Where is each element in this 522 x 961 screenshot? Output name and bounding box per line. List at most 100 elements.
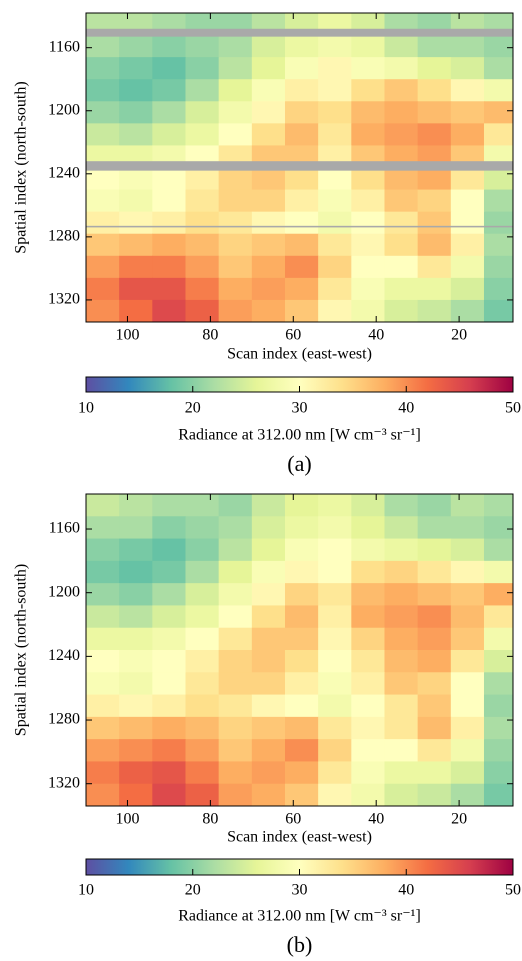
heatmap-cell xyxy=(152,189,186,213)
heatmap-cell xyxy=(185,694,220,718)
x-tick-label: 100 xyxy=(115,327,139,344)
heatmap-cell xyxy=(450,538,485,562)
heatmap-cell xyxy=(218,79,253,102)
heatmap-cell xyxy=(152,605,186,629)
heatmap-cell xyxy=(185,605,220,629)
heatmap-cell xyxy=(351,783,385,807)
heatmap-cell xyxy=(318,627,352,651)
heatmap-cell xyxy=(450,233,485,257)
heatmap-cell xyxy=(218,605,253,629)
heatmap-cell xyxy=(351,277,385,301)
heatmap-cell xyxy=(450,672,485,696)
heatmap-cell xyxy=(384,233,419,257)
heatmap-cell xyxy=(318,761,352,785)
heatmap-cell xyxy=(384,783,419,807)
heatmap-cell xyxy=(119,560,153,584)
heatmap-cell xyxy=(152,739,186,762)
x-tick-label: 100 xyxy=(115,811,139,828)
heatmap-cell xyxy=(318,167,352,191)
heatmap-cell xyxy=(218,167,253,191)
heatmap-cell xyxy=(284,35,319,58)
heatmap-cell xyxy=(450,35,485,58)
colorbar-tick-label: 30 xyxy=(292,882,308,899)
heatmap-cell xyxy=(284,57,319,80)
heatmap-cell xyxy=(86,672,120,696)
heatmap-cell xyxy=(450,583,485,606)
heatmap-cell xyxy=(86,761,120,785)
heatmap-cell xyxy=(119,694,153,718)
heatmap-cell xyxy=(417,605,452,629)
heatmap-cell xyxy=(384,761,419,785)
heatmap-cell xyxy=(284,627,319,651)
heatmap-cell xyxy=(185,583,220,606)
heatmap-cell xyxy=(318,783,352,807)
heatmap-cell xyxy=(119,583,153,606)
colorbar-tick-label: 10 xyxy=(78,882,94,899)
heatmap-cell xyxy=(483,35,514,58)
heatmap-cell xyxy=(218,101,253,124)
heatmap-cell xyxy=(384,560,419,584)
heatmap-cell xyxy=(351,605,385,629)
heatmap-cell xyxy=(251,123,286,146)
heatmap-cell xyxy=(251,35,286,58)
heatmap-cell xyxy=(119,761,153,785)
heatmap-cell xyxy=(119,189,153,213)
heatmap-cell xyxy=(417,35,452,58)
heatmap-cell xyxy=(119,783,153,807)
colorbar-tick-label: 40 xyxy=(398,400,414,417)
colorbar-tick-label: 50 xyxy=(505,882,521,899)
heatmap-cell xyxy=(152,783,186,807)
heatmap-cell xyxy=(152,211,186,235)
heatmap-cell xyxy=(351,123,385,146)
heatmap-cell xyxy=(218,672,253,696)
heatmap-cell xyxy=(284,299,319,323)
heatmap-cell xyxy=(384,650,419,673)
heatmap-cell xyxy=(185,123,220,146)
heatmap-cell xyxy=(185,538,220,562)
heatmap-cell xyxy=(119,123,153,146)
heatmap-cell xyxy=(251,560,286,584)
heatmap-cell xyxy=(152,716,186,740)
heatmap-cell xyxy=(86,167,120,191)
heatmap-cell xyxy=(86,694,120,718)
heatmap-cell xyxy=(119,627,153,651)
heatmap-cell xyxy=(152,694,186,718)
heatmap-cell xyxy=(417,255,452,279)
heatmap-cell xyxy=(218,299,253,323)
heatmap-cell xyxy=(86,277,120,301)
heatmap-cell xyxy=(450,560,485,584)
heatmap-cell xyxy=(86,35,120,58)
heatmap-cell xyxy=(450,189,485,213)
heatmap-cell xyxy=(351,761,385,785)
colorbar-tick-label: 50 xyxy=(505,400,521,417)
heatmap-cell xyxy=(119,79,153,102)
heatmap-cell xyxy=(119,57,153,80)
heatmap-cell xyxy=(284,694,319,718)
heatmap-cell xyxy=(185,189,220,213)
heatmap-cell xyxy=(119,739,153,762)
heatmap-cell xyxy=(86,494,120,517)
heatmap-cell xyxy=(351,494,385,517)
heatmap-cell xyxy=(251,494,286,517)
heatmap-cell xyxy=(284,583,319,606)
heatmap-cell xyxy=(218,538,253,562)
heatmap-cell xyxy=(284,650,319,673)
heatmap-cell xyxy=(185,299,220,323)
heatmap-cell xyxy=(119,538,153,562)
heatmap-cell xyxy=(351,299,385,323)
heatmap-cell xyxy=(284,277,319,301)
heatmap-cell xyxy=(284,494,319,517)
y-tick-label: 1240 xyxy=(48,164,80,181)
heatmap-cell xyxy=(119,716,153,740)
heatmap-cell xyxy=(483,277,514,301)
heatmap-cell xyxy=(384,739,419,762)
y-tick-label: 1160 xyxy=(49,38,80,55)
heatmap-cell xyxy=(86,538,120,562)
heatmap-cell xyxy=(351,79,385,102)
heatmap-cell xyxy=(384,494,419,517)
y-tick-label: 1200 xyxy=(48,101,80,118)
caption: (a) xyxy=(287,451,311,476)
heatmap-cell xyxy=(251,189,286,213)
heatmap-cell xyxy=(152,167,186,191)
heatmap-cell xyxy=(152,57,186,80)
